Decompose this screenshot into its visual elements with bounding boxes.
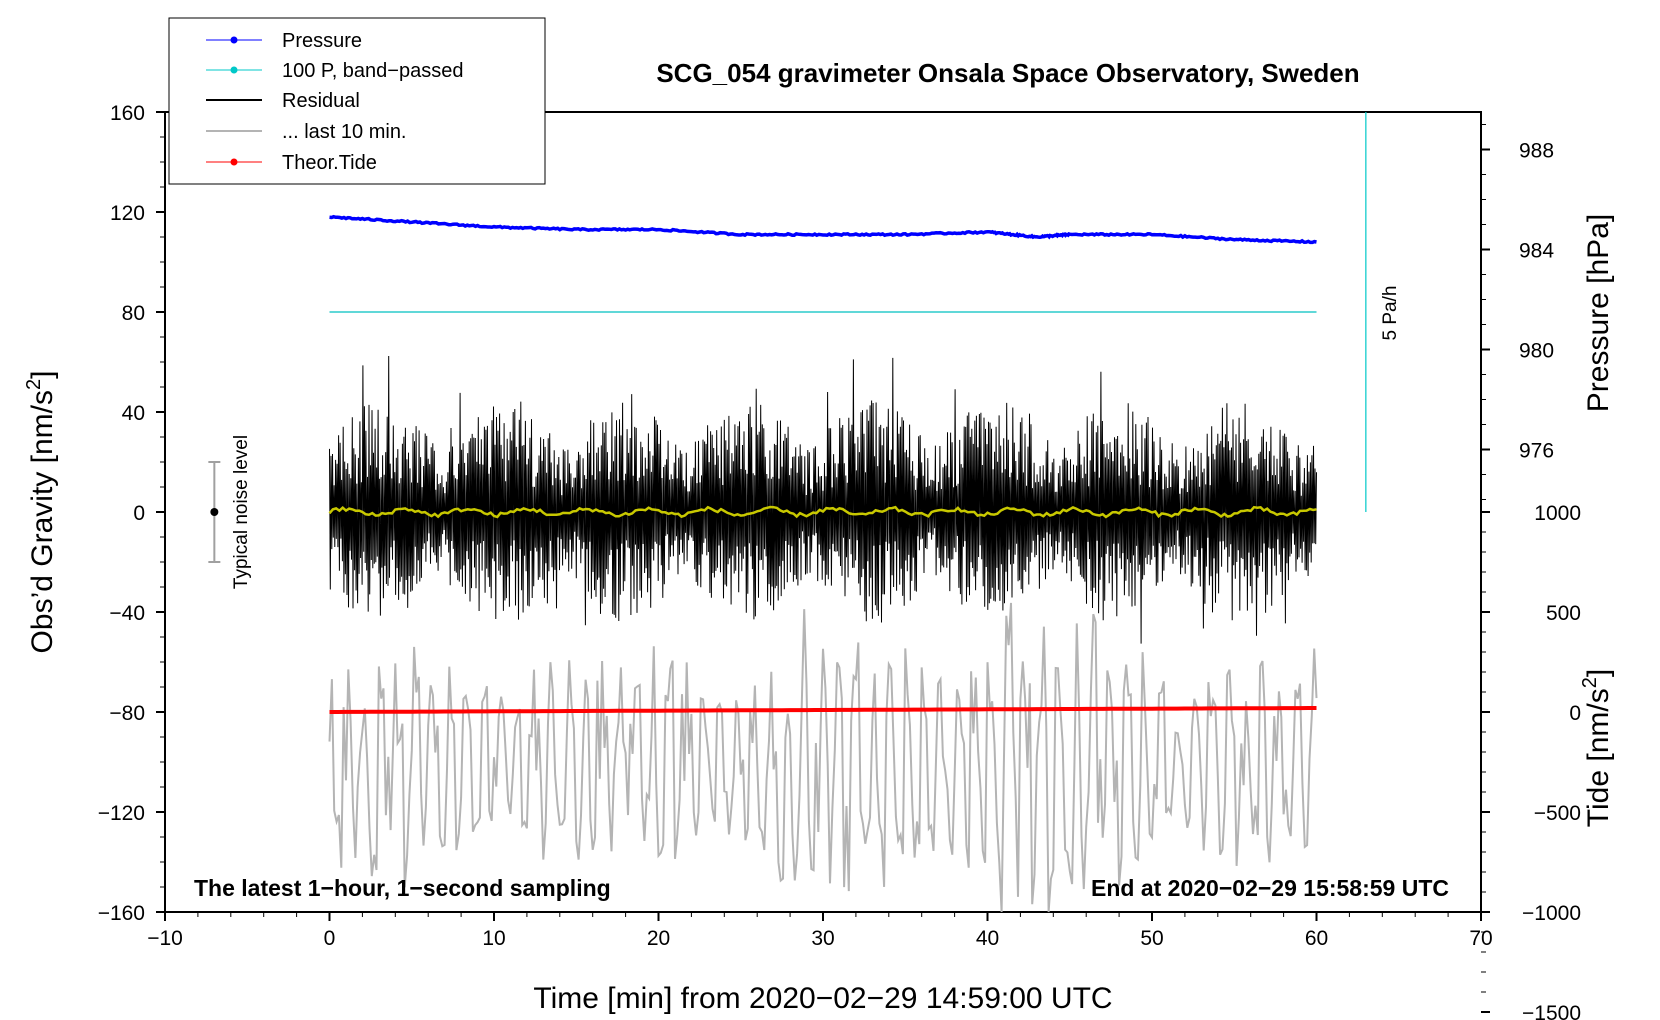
y-tick-label: 120 xyxy=(110,202,145,225)
residual-line xyxy=(329,355,1317,644)
y-axis-label-pressure: Pressure [hPa] xyxy=(1582,214,1615,412)
noise-level-center-dot xyxy=(210,508,219,516)
axis-ticks: −10 0 10 20 30 40 50 60 70 −160 −120 −80 −40 0 40 80 120… xyxy=(98,102,1581,1020)
tide-tick-label: −1000 xyxy=(1522,902,1581,925)
series-pressure xyxy=(329,214,1317,245)
tide-tick-label: 500 xyxy=(1546,602,1581,625)
series-residual-smoothed xyxy=(328,505,1317,519)
chart-title: SCG_054 gravimeter Onsala Space Observat… xyxy=(656,58,1359,88)
tide-tick-label: −1500 xyxy=(1522,1002,1581,1020)
series-last-10-min xyxy=(328,602,1318,913)
y-tick-label: −40 xyxy=(109,602,145,625)
x-tick-label: 20 xyxy=(647,927,670,950)
y-tick-label: 80 xyxy=(122,302,145,325)
pressure-tick-label: 980 xyxy=(1519,340,1554,363)
y-tick-label: −80 xyxy=(109,702,145,725)
residual-smoothed-line xyxy=(328,505,1317,519)
y-axis-label-tide: Tide [nm/s2] xyxy=(1579,669,1615,827)
y-tick-label: 0 xyxy=(133,502,145,525)
legend-label-residual: Residual xyxy=(282,90,360,112)
x-tick-label: 0 xyxy=(324,927,336,950)
x-tick-label: 50 xyxy=(1140,927,1163,950)
pressure-line xyxy=(329,214,1317,245)
series-residual xyxy=(329,355,1317,644)
legend-marker-theor-tide xyxy=(230,158,238,166)
pressure-tick-label: 976 xyxy=(1519,440,1554,463)
chart-markers xyxy=(208,112,1367,563)
last-10-min-line xyxy=(328,602,1318,913)
y-axis-label-left: Obs’d Gravity [nm/s2] xyxy=(23,371,59,654)
legend-marker-pressure xyxy=(230,36,238,44)
x-tick-label: 30 xyxy=(811,927,834,950)
legend-label-band-passed: 100 P, band−passed xyxy=(282,60,463,82)
rate-label: 5 Pa/h xyxy=(1380,286,1401,341)
tide-tick-label: 1000 xyxy=(1534,502,1581,525)
pressure-tick-label: 988 xyxy=(1519,140,1554,163)
y-tick-label: 40 xyxy=(122,402,145,425)
legend-label-theor-tide: Theor.Tide xyxy=(282,152,377,174)
y-tick-label: −160 xyxy=(98,902,145,925)
legend-label-last-10-min: ... last 10 min. xyxy=(282,121,407,143)
legend-label-pressure: Pressure xyxy=(282,30,362,52)
series-theor-tide xyxy=(329,706,1317,714)
legend-marker-band-passed xyxy=(230,66,238,74)
x-tick-label: 70 xyxy=(1469,927,1492,950)
x-axis-label: Time [min] from 2020−02−29 14:59:00 UTC xyxy=(533,982,1112,1015)
x-tick-label: −10 xyxy=(147,927,183,950)
y-tick-label: −120 xyxy=(98,802,145,825)
annotation-end-time: End at 2020−02−29 15:58:59 UTC xyxy=(1091,875,1449,901)
annotation-sampling: The latest 1−hour, 1−second sampling xyxy=(194,875,611,901)
x-tick-label: 10 xyxy=(482,927,505,950)
x-tick-label: 60 xyxy=(1305,927,1328,950)
theor-tide-line xyxy=(329,706,1317,714)
x-tick-label: 40 xyxy=(976,927,999,950)
tide-tick-label: 0 xyxy=(1569,702,1581,725)
tide-tick-label: −500 xyxy=(1534,802,1581,825)
legend: Pressure 100 P, band−passed Residual ...… xyxy=(168,17,546,185)
noise-level-label: Typical noise level xyxy=(231,435,252,589)
pressure-tick-label: 984 xyxy=(1519,240,1554,263)
y-tick-label: 160 xyxy=(110,102,145,125)
